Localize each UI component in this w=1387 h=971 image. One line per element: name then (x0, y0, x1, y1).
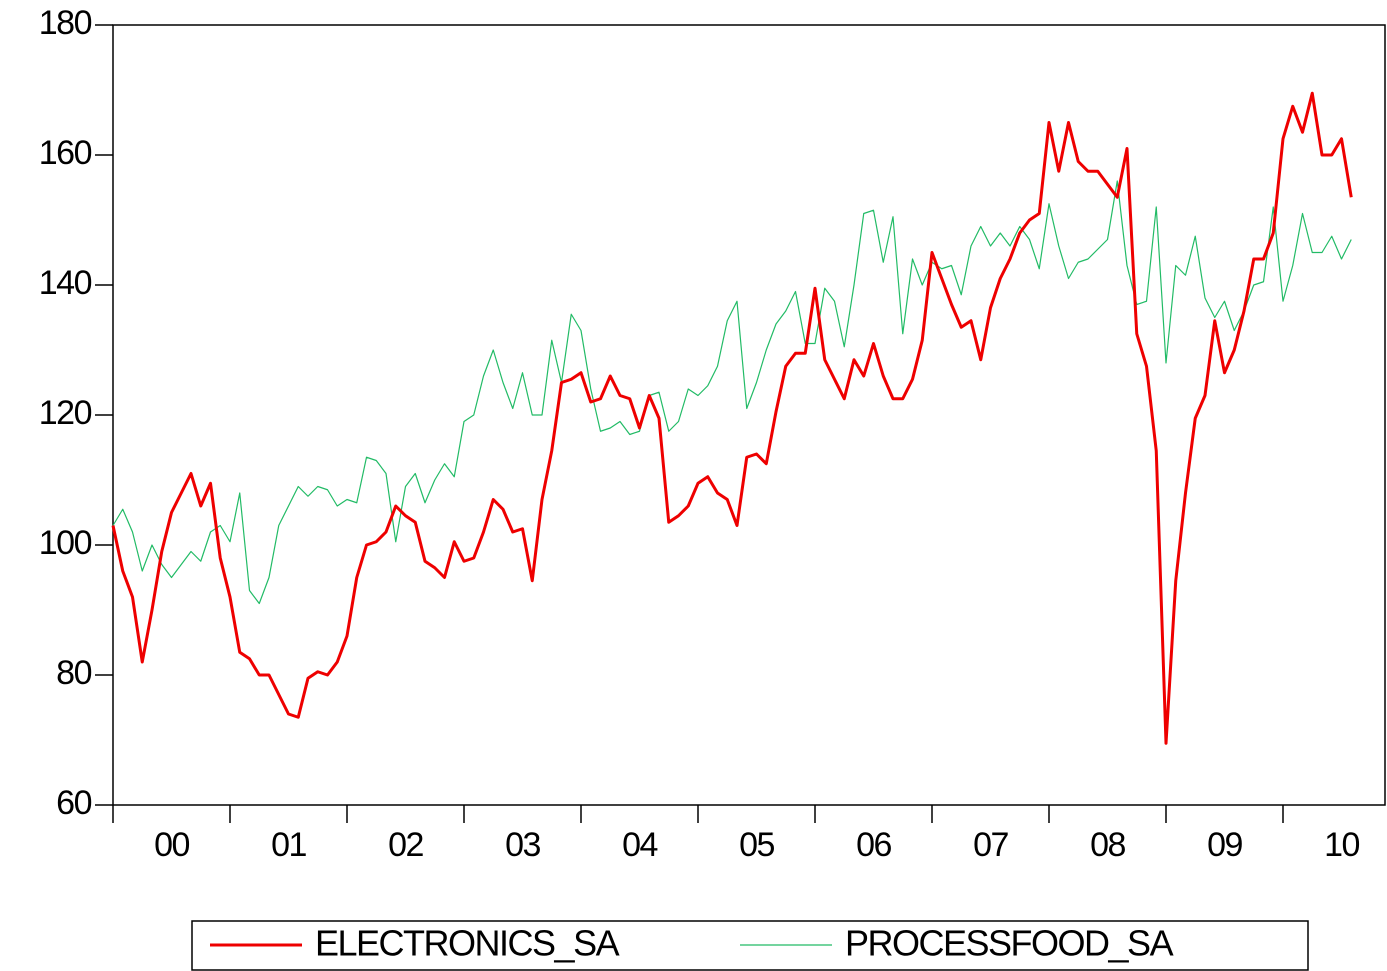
y-tick-label: 160 (39, 134, 92, 172)
x-tick-label: 07 (973, 826, 1008, 864)
series-line (111, 91, 1353, 745)
x-tick-label: 10 (1324, 826, 1359, 864)
x-tick-label: 02 (388, 826, 423, 864)
x-tick-label: 03 (505, 826, 540, 864)
series-line (112, 180, 1352, 605)
x-tick-label: 01 (271, 826, 306, 864)
x-tick-label: 09 (1207, 826, 1242, 864)
y-tick-label: 60 (56, 784, 91, 822)
y-tick-label: 80 (56, 654, 91, 692)
y-tick-label: 180 (39, 4, 92, 42)
legend-label: ELECTRONICS_SA (315, 923, 620, 964)
legend-label: PROCESSFOOD_SA (845, 923, 1174, 964)
x-tick-label: 06 (856, 826, 891, 864)
y-tick-label: 120 (39, 394, 92, 432)
plot-frame (112, 24, 1386, 806)
y-tick-label: 100 (39, 524, 92, 562)
y-tick-label: 140 (39, 264, 92, 302)
x-tick-label: 08 (1090, 826, 1125, 864)
x-tick-label: 00 (154, 826, 189, 864)
x-tick-label: 04 (622, 826, 657, 864)
x-tick-label: 05 (739, 826, 774, 864)
